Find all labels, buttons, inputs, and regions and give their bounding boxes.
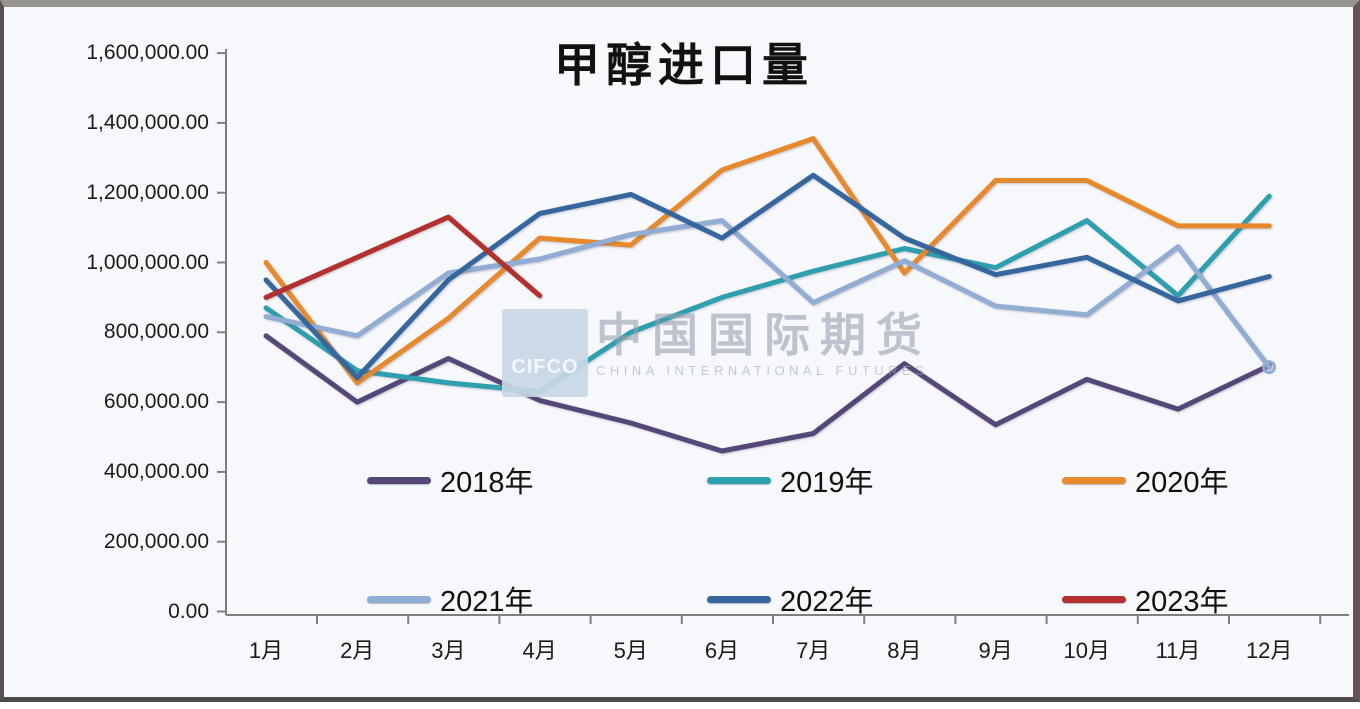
y-tick-label: 1,000,000.00: [86, 250, 209, 274]
y-tick-label: 800,000.00: [103, 320, 209, 344]
series-line-2019年: [263, 193, 1272, 395]
y-tick-label: 400,000.00: [103, 459, 209, 483]
chart-title: 甲醇进口量: [554, 38, 814, 92]
legend-label: 2020年: [1135, 467, 1229, 499]
series-line-2018年: [263, 333, 1272, 454]
y-tick-label: 600,000.00: [103, 390, 209, 414]
legend-swatch: [707, 476, 771, 484]
x-tick-label: 7月: [796, 638, 831, 663]
y-tick-label: 1,400,000.00: [86, 110, 209, 134]
x-tick-label: 2月: [340, 638, 375, 663]
legend-item-2022年: 2022年: [707, 582, 874, 618]
series-line-2022年: [263, 172, 1272, 381]
x-tick-label: 4月: [522, 638, 557, 663]
x-tick-label: 11月: [1155, 638, 1201, 663]
plot-canvas: [217, 49, 1349, 624]
legend-label: 2018年: [440, 467, 534, 499]
x-tick-label: 9月: [978, 638, 1013, 663]
legend-label: 2023年: [1135, 586, 1229, 618]
legend-item-2018年: 2018年: [367, 463, 534, 499]
series-line-2023年: [263, 214, 543, 300]
series-end-marker: [1262, 360, 1277, 375]
legend-swatch: [1062, 476, 1126, 484]
x-tick-label: 1月: [248, 638, 284, 663]
x-tick-label: 10月: [1063, 638, 1111, 663]
y-tick-label: 0.00: [168, 599, 209, 623]
legend-label: 2019年: [780, 467, 874, 499]
x-tick-label: 3月: [431, 638, 466, 663]
legend-swatch: [707, 595, 771, 603]
x-tick-label: 12月: [1245, 638, 1293, 663]
x-tick-label: 6月: [704, 638, 740, 663]
legend-label: 2022年: [780, 586, 874, 618]
y-tick-label: 200,000.00: [103, 529, 209, 553]
legend-swatch: [367, 476, 431, 484]
series-lines: [263, 136, 1277, 454]
series-line-2020年: [263, 136, 1272, 386]
x-tick-label: 5月: [613, 638, 648, 663]
y-tick-label: 1,600,000.00: [86, 41, 209, 65]
legend-item-2021年: 2021年: [367, 582, 534, 618]
series-line-2021年: [263, 218, 1272, 370]
legend-swatch: [1062, 595, 1126, 603]
axes: [217, 49, 1349, 624]
legend-item-2020年: 2020年: [1062, 463, 1229, 499]
legend-swatch: [367, 595, 431, 603]
legend-label: 2021年: [440, 586, 534, 618]
y-tick-label: 1,200,000.00: [86, 180, 209, 204]
x-tick-label: 8月: [887, 638, 922, 663]
legend-item-2019年: 2019年: [707, 463, 874, 499]
legend-item-2023年: 2023年: [1062, 582, 1229, 618]
